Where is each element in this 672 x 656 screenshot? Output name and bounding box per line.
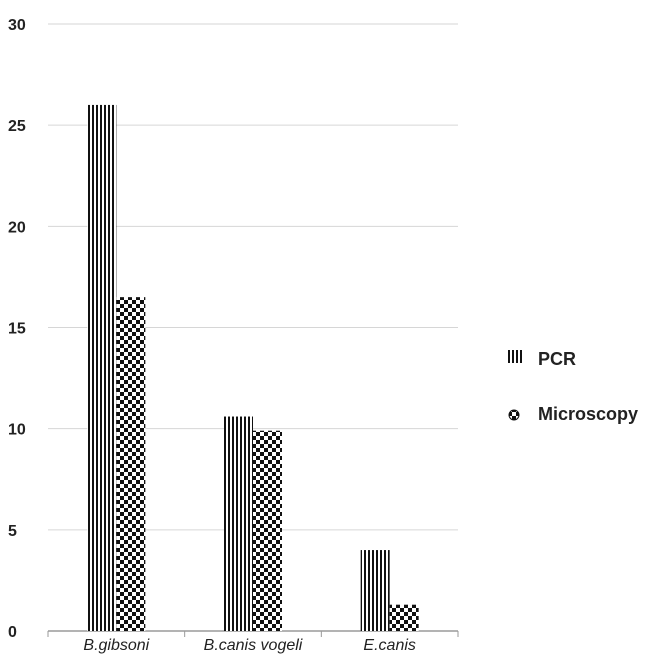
y-tick-label: 5 (8, 523, 17, 540)
legend-label: PCR (538, 349, 576, 369)
y-tick-label: 15 (8, 321, 26, 338)
legend-label: Microscopy (538, 404, 638, 424)
x-category-label: B.gibsoni (83, 637, 149, 654)
y-tick-label: 30 (8, 17, 26, 34)
labels: 0 5 10 15 20 25 30 B.gibsoni B.canis vogeli E.can… (8, 17, 416, 654)
x-category-label: B.canis vogeli (204, 637, 303, 654)
y-tick-label: 25 (8, 118, 26, 135)
bar-pcr-3 (360, 550, 390, 631)
legend-swatch-pcr (508, 350, 522, 363)
y-tick-label: 10 (8, 422, 26, 439)
bar-microscopy-1 (116, 297, 146, 631)
y-tick-label: 20 (8, 219, 26, 236)
bars (87, 104, 419, 631)
bar-microscopy-3 (389, 604, 419, 631)
bar-microscopy-2 (253, 430, 282, 631)
legend-swatch-microscopy (508, 409, 520, 421)
legend: PCR Microscopy (508, 349, 638, 424)
y-tick-label: 0 (8, 624, 17, 641)
bar-pcr-1 (87, 104, 117, 631)
x-category-label: E.canis (363, 637, 415, 654)
bar-pcr-2 (224, 416, 253, 631)
